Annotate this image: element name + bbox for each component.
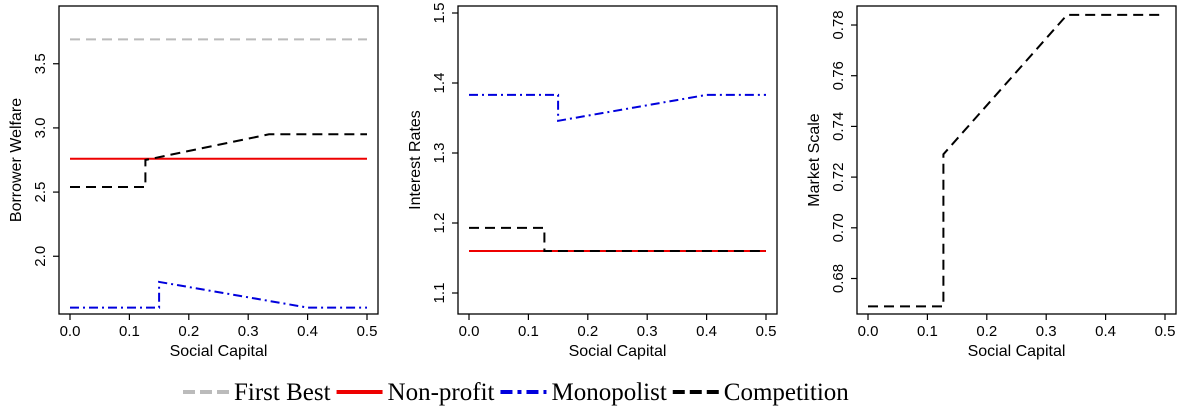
y-tick-label: 1.1 xyxy=(431,283,448,304)
x-tick-label: 0.2 xyxy=(178,323,199,340)
y-axis-label: Interest Rates xyxy=(407,110,424,210)
x-tick-label: 0.2 xyxy=(976,323,997,340)
x-axis-label: Social Capital xyxy=(968,343,1066,360)
panel-interest-rates: 0.0 0.1 0.2 0.3 0.4 0.5 1.1 1.2 1.3 1.4 1.5 Social … xyxy=(407,3,778,360)
x-tick-label: 0.4 xyxy=(1095,323,1116,340)
y-tick-label: 0.70 xyxy=(830,213,847,242)
legend-label-first-best: First Best xyxy=(234,379,331,406)
y-tick-label: 3.5 xyxy=(32,53,49,74)
legend: First Best Non-profit Monopolist Competitio… xyxy=(183,379,849,406)
x-tick-label: 0.3 xyxy=(637,323,658,340)
x-axis-label: Social Capital xyxy=(170,343,268,360)
x-tick-label: 0.0 xyxy=(459,323,480,340)
x-tick-label: 0.4 xyxy=(696,323,717,340)
series-line-competition xyxy=(469,226,766,252)
y-tick-label: 2.0 xyxy=(32,246,49,267)
y-tick-label: 0.78 xyxy=(830,10,847,39)
y-tick-label: 0.74 xyxy=(830,112,847,141)
x-tick-label: 0.1 xyxy=(917,323,938,340)
series-line-competition xyxy=(868,13,1165,308)
panel-borrower-welfare: 0.0 0.1 0.2 0.3 0.4 0.5 2.0 2.5 3.0 3.5 Social Cap… xyxy=(8,5,379,360)
y-tick-label: 1.4 xyxy=(431,73,448,94)
series-line-competition xyxy=(70,133,367,188)
plot-frame xyxy=(58,5,379,315)
x-tick-label: 0.4 xyxy=(297,323,318,340)
y-tick-label: 1.3 xyxy=(431,143,448,164)
y-tick-label: 0.76 xyxy=(830,61,847,90)
x-tick-label: 0.3 xyxy=(238,323,259,340)
legend-label-competition: Competition xyxy=(724,379,850,406)
legend-label-monopolist: Monopolist xyxy=(551,379,666,406)
x-axis-label: Social Capital xyxy=(569,343,667,360)
x-tick-label: 0.5 xyxy=(1155,323,1176,340)
y-axis-label: Borrower Welfare xyxy=(8,98,25,222)
x-tick-label: 0.0 xyxy=(858,323,879,340)
panel-market-scale: 0.0 0.1 0.2 0.3 0.4 0.5 0.68 0.70 0.72 0.74 0.76 0.… xyxy=(806,5,1177,360)
x-tick-label: 0.1 xyxy=(119,323,140,340)
y-tick-label: 0.68 xyxy=(830,264,847,293)
y-tick-label: 1.5 xyxy=(431,3,448,24)
y-tick-label: 2.5 xyxy=(32,182,49,203)
y-axis-label: Market Scale xyxy=(806,113,823,206)
legend-label-non-profit: Non-profit xyxy=(388,379,495,406)
x-tick-label: 0.5 xyxy=(357,323,378,340)
y-tick-label: 3.0 xyxy=(32,117,49,138)
y-tick-label: 0.72 xyxy=(830,163,847,192)
x-tick-label: 0.5 xyxy=(756,323,777,340)
series-line-monopolist xyxy=(70,280,367,309)
x-tick-label: 0.0 xyxy=(60,323,81,340)
y-tick-label: 1.2 xyxy=(431,213,448,234)
plot-frame xyxy=(457,5,778,315)
x-tick-label: 0.1 xyxy=(518,323,539,340)
x-tick-label: 0.2 xyxy=(577,323,598,340)
plot-frame xyxy=(856,5,1177,315)
x-tick-label: 0.3 xyxy=(1036,323,1057,340)
series-line-monopolist xyxy=(469,93,766,122)
